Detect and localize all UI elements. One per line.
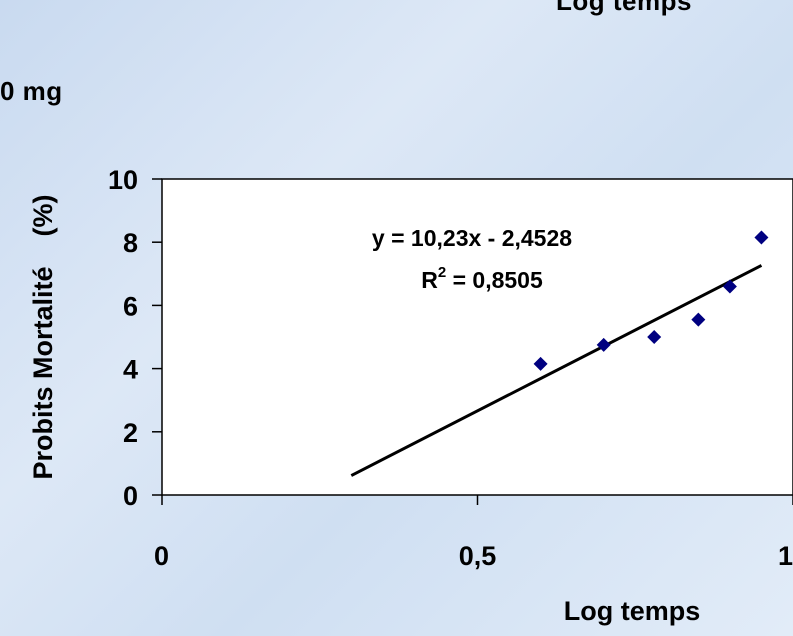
y-axis: 0 2 4 6 8 10 (108, 165, 162, 511)
data-point (596, 337, 611, 352)
r-squared-label: R2 = 0,8505 (421, 264, 543, 293)
data-point (722, 279, 737, 294)
plot-area (161, 178, 793, 496)
data-point (754, 230, 769, 245)
x-tick-label: 0,5 (459, 541, 497, 571)
x-tick-label: 0 (154, 541, 169, 571)
y-axis-title: Probits Mortalité (%) (28, 194, 58, 479)
trendline-equation: y = 10,23x - 2,4528 (372, 225, 572, 251)
data-point (691, 312, 706, 327)
data-points (533, 230, 769, 371)
x-axis-title: Log temps (564, 596, 701, 626)
trendline (350, 264, 763, 477)
y-tick-label: 4 (123, 355, 138, 385)
partial-axis-title: Log temps (556, 0, 692, 16)
x-tick-label: 1 (778, 541, 793, 571)
data-point (647, 330, 662, 344)
y-tick-label: 0 (123, 481, 138, 511)
y-tick-label: 8 (123, 228, 138, 258)
y-tick-label: 6 (123, 291, 138, 321)
y-tick-label: 10 (108, 165, 138, 195)
dose-label: 0 mg (0, 76, 63, 106)
y-tick-label: 2 (123, 418, 138, 448)
x-axis: 0 0,5 1 (154, 495, 793, 571)
data-point (533, 356, 548, 371)
